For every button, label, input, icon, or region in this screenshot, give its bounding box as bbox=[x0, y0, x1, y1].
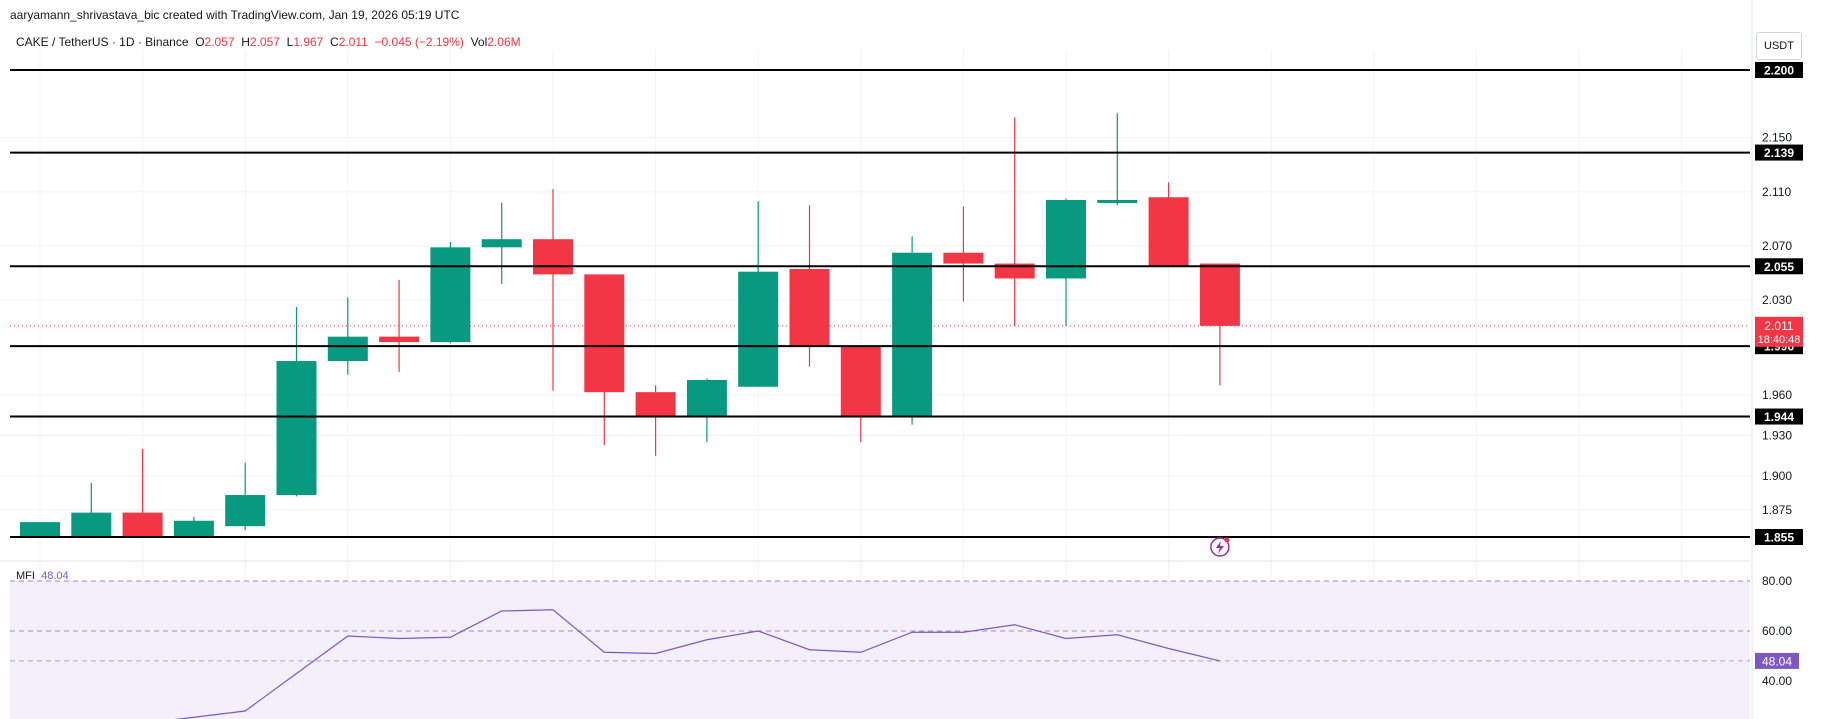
candle-body bbox=[1148, 197, 1189, 267]
last-price-badge bbox=[1755, 316, 1803, 347]
symbol-title[interactable]: CAKE / TetherUS · 1D · Binance bbox=[16, 35, 189, 49]
mfi-line bbox=[174, 609, 1221, 719]
mfi-legend: MFI 48.04 bbox=[16, 570, 69, 582]
price-tick-label: 1.930 bbox=[1762, 428, 1792, 442]
high-value: 2.057 bbox=[249, 35, 280, 49]
price-tick-label: 1.900 bbox=[1762, 469, 1792, 483]
low-label: L bbox=[286, 35, 294, 49]
currency-unit-button[interactable]: USDT bbox=[1756, 32, 1802, 60]
volume-value: 2.06M bbox=[487, 35, 521, 49]
open-label: O bbox=[195, 35, 205, 49]
level-label: 2.055 bbox=[1764, 260, 1794, 274]
candle-body bbox=[430, 247, 471, 343]
mfi-current-value: 48.04 bbox=[41, 570, 69, 582]
candle-body bbox=[533, 239, 573, 275]
level-label-box bbox=[1755, 62, 1803, 78]
countdown-label: 18:40:48 bbox=[1758, 334, 1801, 346]
level-label: 2.200 bbox=[1764, 64, 1794, 78]
change-value: −0.045 (−2.19%) bbox=[374, 35, 464, 49]
level-label: 2.139 bbox=[1764, 146, 1794, 160]
mfi-current-label: 48.04 bbox=[1762, 654, 1792, 668]
candle-body bbox=[738, 271, 779, 387]
candle-body bbox=[122, 512, 163, 537]
notification-dot bbox=[1224, 537, 1230, 543]
level-label-box bbox=[1755, 144, 1803, 161]
mfi-title[interactable]: MFI bbox=[16, 570, 35, 582]
price-tick-label: 2.110 bbox=[1762, 185, 1791, 199]
candle-body bbox=[276, 361, 317, 496]
mfi-tick-label: 60.00 bbox=[1762, 624, 1792, 638]
candle-body bbox=[943, 252, 984, 264]
candle-body bbox=[20, 522, 60, 537]
candle-body bbox=[789, 268, 830, 347]
mfi-tick-label: 40.00 bbox=[1762, 674, 1792, 688]
high-label: H bbox=[241, 35, 250, 49]
candle-body bbox=[892, 252, 933, 417]
close-value: 2.011 bbox=[338, 35, 368, 49]
candle-body bbox=[481, 239, 522, 248]
symbol-legend: CAKE / TetherUS · 1D · Binance O2.057 H2… bbox=[16, 35, 521, 49]
candle-body bbox=[994, 263, 1035, 279]
price-tick-label: 2.030 bbox=[1762, 293, 1792, 307]
price-tick-label: 1.960 bbox=[1762, 388, 1792, 402]
mfi-current-badge bbox=[1755, 652, 1799, 669]
chart-credit: aaryamann_shrivastava_bic created with T… bbox=[10, 8, 460, 22]
mfi-band bbox=[10, 581, 1750, 719]
lightning-bolt bbox=[1215, 541, 1224, 554]
candle-body bbox=[1199, 263, 1240, 326]
candle-body bbox=[327, 336, 368, 362]
volume-label: Vol bbox=[470, 35, 488, 49]
low-value: 1.967 bbox=[293, 35, 324, 49]
level-label: 1.855 bbox=[1764, 531, 1794, 545]
lightning-icon bbox=[1210, 537, 1230, 557]
price-tick-label: 2.150 bbox=[1762, 131, 1792, 145]
close-label: C bbox=[330, 35, 339, 49]
level-label-box bbox=[1755, 408, 1803, 425]
candle-body bbox=[225, 495, 266, 527]
candle-body bbox=[1097, 199, 1138, 203]
candle-body bbox=[584, 274, 625, 393]
candle-body bbox=[379, 336, 420, 343]
candle-body bbox=[635, 392, 676, 417]
candle-body bbox=[840, 346, 881, 417]
price-tick-label: 2.070 bbox=[1762, 239, 1792, 253]
price-tick-label: 1.875 bbox=[1762, 503, 1792, 517]
mfi-tick-label: 80.00 bbox=[1762, 574, 1792, 588]
level-label-box bbox=[1755, 258, 1803, 275]
level-label-box bbox=[1755, 529, 1803, 545]
last-price-label: 2.011 bbox=[1764, 319, 1793, 333]
level-label: 1.944 bbox=[1764, 410, 1794, 424]
candle-body bbox=[686, 379, 727, 417]
open-value: 2.057 bbox=[204, 35, 235, 49]
candle-body bbox=[71, 512, 112, 537]
candle-body bbox=[173, 520, 214, 537]
